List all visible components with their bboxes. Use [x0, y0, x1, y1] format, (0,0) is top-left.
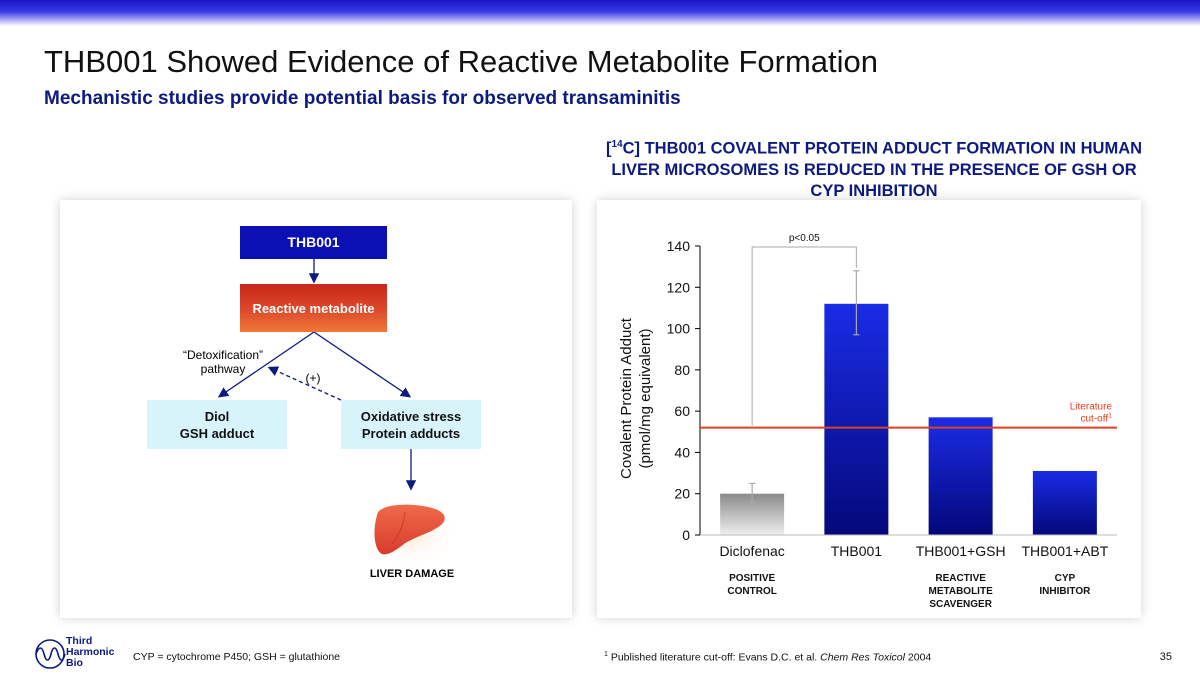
x-tick-label: THB001+GSH: [916, 543, 1006, 559]
y-tick-label: 100: [667, 321, 691, 337]
category-sublabel: CONTROL: [727, 586, 776, 597]
y-axis-label-line1: Covalent Protein Adduct: [618, 317, 635, 479]
category-sublabel: CYP: [1055, 573, 1076, 584]
category-sublabel: METABOLITE: [928, 586, 993, 597]
diol-line2: GSH adduct: [179, 425, 255, 441]
reactive-metabolite-box: Reactive metabolite: [240, 284, 387, 332]
footnote-reference: 1 Published literature cut-off: Evans D.…: [604, 651, 932, 664]
x-tick-label: Diclofenac: [719, 543, 784, 559]
y-axis-label-line2: (pmol/mg equivalent): [637, 328, 654, 468]
diol-gsh-adduct-box: Diol GSH adduct: [147, 400, 287, 449]
oxidative-stress-box: Oxidative stress Protein adducts: [341, 400, 481, 449]
thb001-box: THB001: [240, 226, 387, 259]
bar-thb001-gsh: [928, 417, 993, 535]
page-subtitle: Mechanistic studies provide potential ba…: [44, 88, 681, 109]
company-logo-text: Third Harmonic Bio: [66, 635, 115, 669]
liver-damage-label: LIVER DAMAGE: [369, 568, 455, 580]
category-sublabel: REACTIVE: [935, 573, 986, 584]
plus-label: (+): [305, 371, 321, 385]
significance-label: p<0.05: [789, 233, 820, 244]
x-tick-label: THB001: [831, 543, 883, 559]
diagram-panel: [60, 200, 572, 618]
y-tick-label: 140: [667, 238, 691, 254]
reference-label-line1: Literature: [1070, 402, 1113, 413]
bar-thb001-abt: [1032, 471, 1097, 535]
diol-line1: Diol: [204, 408, 230, 424]
page-number: 35: [1159, 651, 1172, 663]
footnote-abbreviations: CYP = cytochrome P450; GSH = glutathione: [133, 651, 341, 663]
x-tick-label: THB001+ABT: [1021, 543, 1108, 559]
wave-logo-icon: [35, 639, 66, 669]
y-tick-label: 40: [674, 444, 690, 460]
bar-thb001: [824, 303, 889, 535]
y-tick-label: 20: [674, 486, 690, 502]
category-sublabel: POSITIVE: [729, 573, 775, 584]
top-gradient-bar: [0, 0, 1200, 26]
category-sublabel: SCAVENGER: [929, 599, 992, 610]
category-sublabel: INHIBITOR: [1039, 586, 1091, 597]
y-tick-label: 80: [674, 362, 690, 378]
ox-line2: Protein adducts: [361, 425, 461, 441]
chart-heading: [14C] THB001 COVALENT PROTEIN ADDUCT FOR…: [605, 139, 1143, 200]
ox-line1: Oxidative stress: [360, 408, 462, 424]
reference-label-line2: cut-off1: [1080, 413, 1112, 425]
y-tick-label: 60: [674, 403, 690, 419]
y-tick-label: 0: [682, 527, 690, 543]
detoxification-pathway-label: “Detoxification” pathway: [182, 348, 264, 376]
y-tick-label: 120: [667, 279, 691, 295]
significance-bracket: [751, 246, 857, 426]
page-title: THB001 Showed Evidence of Reactive Metab…: [44, 44, 878, 79]
